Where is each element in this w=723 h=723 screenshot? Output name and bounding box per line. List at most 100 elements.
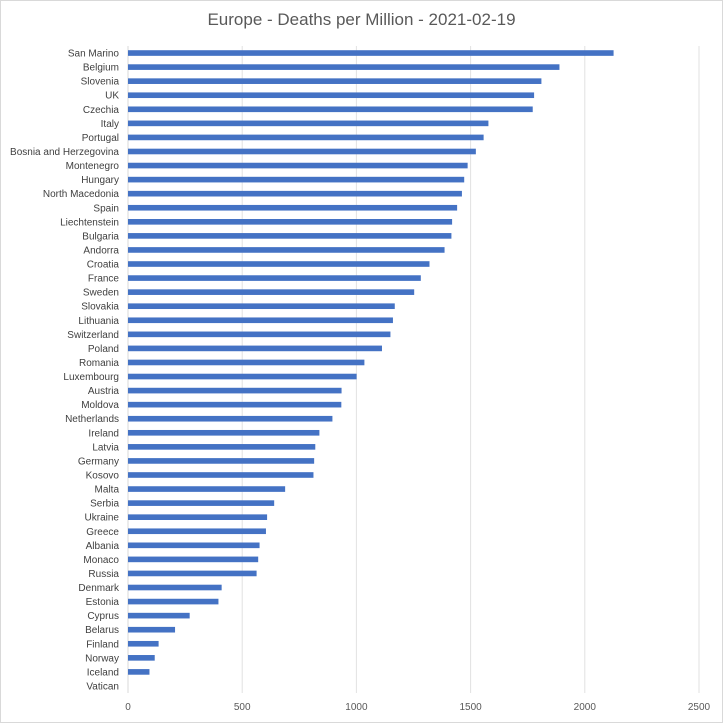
category-label: Finland <box>86 639 119 650</box>
category-label: Slovenia <box>81 77 120 88</box>
bar <box>128 78 542 84</box>
category-label: Portugal <box>82 133 119 144</box>
category-label: Switzerland <box>67 330 119 341</box>
category-label: UK <box>105 91 119 102</box>
category-label: Iceland <box>87 667 119 678</box>
category-label: Serbia <box>90 499 119 510</box>
bar <box>128 401 342 408</box>
category-label: Hungary <box>81 175 119 186</box>
bar <box>128 331 391 338</box>
category-label: Spain <box>93 203 119 214</box>
bar <box>128 458 315 464</box>
bar <box>128 626 176 633</box>
bar <box>128 303 395 310</box>
bar <box>128 345 382 352</box>
bar <box>128 120 489 127</box>
bar <box>128 514 268 520</box>
bar <box>128 387 342 394</box>
category-label: Netherlands <box>65 414 119 425</box>
bar <box>128 669 150 675</box>
category-label: Belgium <box>83 63 119 74</box>
bar <box>128 50 614 56</box>
category-label: Andorra <box>83 245 119 256</box>
category-label: Malta <box>95 485 120 496</box>
category-label: Germany <box>78 456 119 467</box>
category-label: Greece <box>86 527 119 538</box>
category-labels: San Marino Belgium Slovenia UK Czechia Italy P… <box>10 49 120 693</box>
bar <box>128 317 393 324</box>
category-label: Romania <box>79 358 119 369</box>
category-label: Ireland <box>88 428 119 439</box>
category-label: Slovakia <box>81 302 119 313</box>
bar <box>128 542 260 549</box>
bar <box>128 148 476 155</box>
bar <box>128 373 357 380</box>
category-label: Russia <box>88 569 119 580</box>
bar <box>128 584 222 591</box>
bar <box>128 64 560 70</box>
category-label: Latvia <box>92 442 119 453</box>
bar <box>128 444 316 450</box>
bar <box>128 233 452 239</box>
category-label: Austria <box>88 386 120 397</box>
category-label: Luxembourg <box>63 372 119 383</box>
bar <box>128 415 333 422</box>
bar <box>128 134 484 141</box>
category-label: Liechtenstein <box>60 217 119 228</box>
category-label: Norway <box>85 653 119 664</box>
category-label: Croatia <box>87 260 120 271</box>
bar <box>128 429 320 436</box>
bar <box>128 598 219 605</box>
bar <box>128 486 286 492</box>
category-label: Montenegro <box>66 161 120 172</box>
category-label: Kosovo <box>86 470 120 481</box>
gridlines <box>127 46 700 693</box>
bar <box>128 640 159 647</box>
category-label: Bosnia and Herzegovina <box>10 147 119 158</box>
category-label: Italy <box>101 119 119 130</box>
x-tick-label: 1000 <box>345 702 368 713</box>
bar <box>128 289 415 295</box>
bar <box>128 570 257 577</box>
category-label: Ukraine <box>85 513 120 524</box>
bar <box>128 472 314 478</box>
bar <box>128 500 275 506</box>
category-label: Cyprus <box>87 611 119 622</box>
category-label: Moldova <box>81 400 119 411</box>
bar <box>128 204 458 211</box>
bar <box>128 261 430 267</box>
bar <box>128 655 155 661</box>
bar <box>128 247 445 253</box>
category-label: Belarus <box>85 625 119 636</box>
category-label: Lithuania <box>78 316 119 327</box>
bar <box>128 106 533 113</box>
x-tick-label: 2000 <box>574 702 597 713</box>
bar <box>128 92 535 99</box>
x-tick-label: 2500 <box>688 702 711 713</box>
category-label: Estonia <box>86 597 120 608</box>
bar <box>128 219 453 225</box>
bar <box>128 162 468 169</box>
chart-title: Europe - Deaths per Million - 2021-02-19 <box>207 10 516 29</box>
bar <box>128 528 266 535</box>
category-label: Albania <box>86 541 120 552</box>
bar <box>128 359 365 366</box>
category-label: San Marino <box>68 49 120 60</box>
category-label: Vatican <box>86 681 119 692</box>
category-label: Monaco <box>83 555 119 566</box>
category-label: France <box>88 274 120 285</box>
x-tick-labels: 0 500 1000 1500 2000 2500 <box>125 702 710 713</box>
category-label: Sweden <box>83 288 119 299</box>
category-label: North Macedonia <box>43 189 120 200</box>
category-label: Bulgaria <box>82 231 119 242</box>
bar <box>128 275 421 281</box>
category-label: Poland <box>88 344 119 355</box>
category-label: Czechia <box>83 105 120 116</box>
category-label: Denmark <box>78 583 120 594</box>
bars <box>128 50 614 675</box>
x-tick-label: 500 <box>234 702 251 713</box>
bar <box>128 556 259 563</box>
bar <box>128 190 462 197</box>
x-tick-label: 0 <box>125 702 131 713</box>
